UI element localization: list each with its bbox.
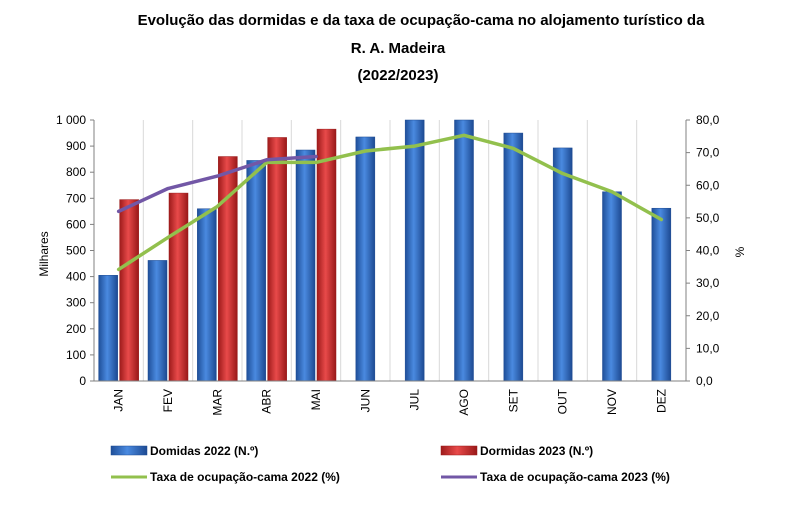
bars-group [98, 119, 672, 382]
x-tick-label-ago: AGO [457, 389, 471, 416]
x-tick-label-jan: JAN [112, 389, 126, 412]
legend-label-taxa-2023: Taxa de ocupação-cama 2023 (%) [480, 470, 670, 484]
y2-tick-label: 0,0 [696, 374, 713, 388]
bar-domidas-2022-fev [147, 260, 168, 382]
x-tick-label-nov: NOV [605, 389, 619, 415]
x-tick-label-set: SET [506, 388, 520, 412]
bar-domidas-2022-mai [295, 149, 316, 382]
chart-title-line-2: R. A. Madeira [351, 40, 446, 57]
bar-dormidas-2023-jan [119, 199, 139, 382]
chart-title-line-3: (2022/2023) [358, 67, 439, 84]
x-axis-ticks: JAN FEV MAR ABR MAI JUN JUL AGO SET OUT NOV DEZ [112, 388, 669, 415]
legend-swatch-dormidas-2023 [440, 445, 478, 456]
y-tick-label: 0 [79, 374, 86, 388]
y2-tick-label: 40,0 [696, 244, 720, 258]
y2-tick-label: 50,0 [696, 211, 720, 225]
y-tick-label: 600 [66, 217, 86, 231]
bar-domidas-2022-out [552, 147, 573, 382]
bar-domidas-2022-nov [602, 191, 622, 382]
y-tick-label: 300 [66, 296, 86, 310]
y-axis-right-label: % [733, 246, 747, 257]
y-tick-label: 400 [66, 270, 86, 284]
x-tick-label-dez: DEZ [654, 389, 668, 413]
bar-domidas-2022-dez [651, 207, 672, 382]
y-tick-label: 900 [66, 139, 86, 153]
y2-tick-label: 70,0 [696, 146, 720, 160]
bar-domidas-2022-abr [246, 160, 266, 382]
bar-domidas-2022-jun [355, 136, 376, 382]
y-tick-label: 100 [66, 348, 86, 362]
bar-dormidas-2023-abr [267, 137, 287, 382]
bar-domidas-2022-mar [197, 208, 217, 382]
y2-tick-label: 30,0 [696, 276, 720, 290]
x-tick-label-out: OUT [556, 388, 570, 414]
bar-domidas-2022-set [503, 132, 524, 382]
y-axis-right-ticks: 0,0 10,0 20,0 30,0 40,0 50,0 60,0 70,0 80,0 [686, 113, 720, 388]
bar-domidas-2022-jan [98, 275, 118, 382]
x-tick-label-abr: ABR [260, 389, 274, 414]
y-axis-left-ticks: 0 100 200 300 400 500 600 700 800 900 1 000 [56, 113, 94, 388]
line-taxa-2023 [116, 154, 318, 214]
x-tick-label-mar: MAR [210, 389, 224, 416]
legend-swatch-domidas-2022 [110, 445, 148, 456]
gridlines [142, 120, 638, 381]
y2-tick-label: 20,0 [696, 309, 720, 323]
bar-dormidas-2023-fev [168, 192, 189, 382]
bar-domidas-2022-jul [404, 119, 425, 382]
y-tick-label: 1 000 [56, 113, 86, 127]
chart-title-line-1: Evolução das dormidas e da taxa de ocupa… [138, 12, 705, 29]
y-tick-label: 700 [66, 191, 86, 205]
x-tick-label-jun: JUN [358, 389, 372, 412]
line-taxa-2022 [116, 133, 664, 272]
legend-label-taxa-2022: Taxa de ocupação-cama 2022 (%) [150, 470, 340, 484]
x-tick-label-jul: JUL [408, 389, 422, 411]
bar-domidas-2022-ago [454, 119, 474, 382]
y-tick-label: 800 [66, 165, 86, 179]
x-tick-label-mai: MAI [309, 389, 323, 410]
y2-tick-label: 10,0 [696, 341, 720, 355]
legend-label-domidas-2022: Domidas 2022 (N.º) [150, 444, 258, 458]
y-tick-label: 200 [66, 322, 86, 336]
legend-label-dormidas-2023: Dormidas 2023 (N.º) [480, 444, 593, 458]
y-axis-left-label: Milhares [37, 231, 51, 276]
y-tick-label: 500 [66, 244, 86, 258]
y2-tick-label: 60,0 [696, 178, 720, 192]
x-tick-label-fev: FEV [161, 389, 175, 412]
bar-dormidas-2023-mai [316, 128, 337, 382]
lines-group [116, 133, 664, 272]
y2-tick-label: 80,0 [696, 113, 720, 127]
